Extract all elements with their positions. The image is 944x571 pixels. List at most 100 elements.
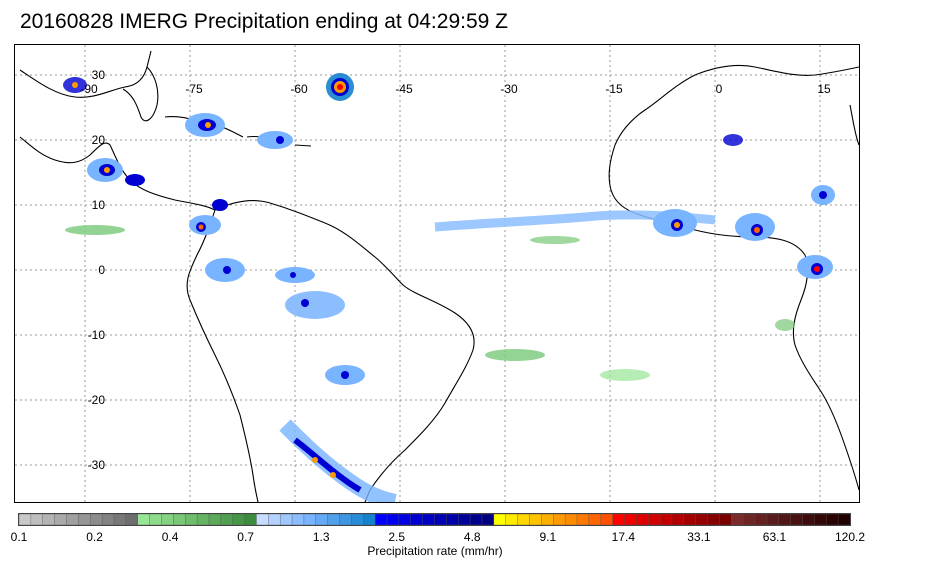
colorbar-tick-label: 2.5 xyxy=(388,530,406,544)
colorbar-swatch xyxy=(612,514,626,525)
colorbar-swatch xyxy=(754,514,768,525)
colorbar-swatches xyxy=(19,514,850,525)
colorbar-swatch xyxy=(683,514,697,525)
colorbar-swatch xyxy=(66,514,80,525)
longitude-label: -75 xyxy=(185,82,203,96)
south-america-coast xyxy=(214,200,475,502)
south-america-west-coast xyxy=(186,209,259,502)
map-canvas: -90 -75 -60 -45 -30 -15 0 15 30 20 10 0 -10 -20 -30 xyxy=(15,45,859,502)
colorbar-swatch xyxy=(161,514,175,525)
colorbar-swatch xyxy=(101,514,115,525)
longitude-label: -60 xyxy=(290,82,308,96)
longitude-label: -90 xyxy=(80,82,98,96)
colorbar-swatch xyxy=(576,514,590,525)
colorbar-swatch xyxy=(493,514,507,525)
longitude-label: 15 xyxy=(817,82,831,96)
colorbar-swatch xyxy=(790,514,804,525)
colorbar-swatch xyxy=(778,514,792,525)
colorbar-tick-label: 0.2 xyxy=(86,530,103,544)
colorbar-swatch xyxy=(695,514,709,525)
colorbar-swatch xyxy=(659,514,673,525)
latitude-label: 30 xyxy=(92,68,106,82)
colorbar-swatch xyxy=(232,514,246,525)
colorbar-swatch xyxy=(422,514,436,525)
colorbar-swatch xyxy=(802,514,816,525)
colorbar-tick-label: 63.1 xyxy=(762,530,787,544)
coordinate-labels: -90 -75 -60 -45 -30 -15 0 15 30 20 10 0 -10 -20 -30 xyxy=(80,68,831,472)
colorbar-swatch xyxy=(837,514,850,525)
colorbar-swatch xyxy=(149,514,163,525)
colorbar-swatch xyxy=(113,514,127,525)
colorbar-swatch xyxy=(446,514,459,525)
colorbar-swatch xyxy=(814,514,827,525)
graticule xyxy=(15,45,859,502)
colorbar-swatch xyxy=(208,514,222,525)
colorbar-tick-label: 17.4 xyxy=(611,530,636,544)
coastlines xyxy=(19,50,859,502)
colorbar-swatch xyxy=(564,514,578,525)
latitude-label: 10 xyxy=(92,198,106,212)
colorbar-tick-label: 33.1 xyxy=(687,530,711,544)
colorbar-swatch xyxy=(742,514,756,525)
colorbar-swatch xyxy=(351,514,364,525)
colorbar-tick-label: 0.4 xyxy=(161,530,179,544)
colorbar-swatch xyxy=(541,514,554,525)
colorbar-swatch xyxy=(363,514,376,525)
colorbar-swatch xyxy=(184,514,198,525)
colorbar-swatch xyxy=(766,514,780,525)
colorbar-swatch xyxy=(125,514,139,525)
colorbar-swatch xyxy=(434,514,448,525)
colorbar-swatch xyxy=(707,514,721,525)
africa-west-coast xyxy=(608,144,859,491)
colorbar-swatch xyxy=(517,514,531,525)
colorbar-swatch xyxy=(90,514,103,525)
colorbar-swatch xyxy=(268,514,281,525)
colorbar-tick-label: 0.7 xyxy=(237,530,254,544)
colorbar-swatch xyxy=(600,514,614,525)
precipitation-features xyxy=(63,73,835,502)
precipitation-map: -90 -75 -60 -45 -30 -15 0 15 30 20 10 0 -10 -20 -30 xyxy=(14,44,860,503)
gulf-coast-mexico xyxy=(19,136,216,211)
colorbar-tick-label: 9.1 xyxy=(539,530,557,544)
colorbar-swatch xyxy=(78,514,91,525)
colorbar-swatch xyxy=(42,514,56,525)
colorbar-tick-label: 1.3 xyxy=(312,530,330,544)
colorbar-title: Precipitation rate (mm/hr) xyxy=(367,544,503,558)
latitude-label: 20 xyxy=(92,133,106,147)
colorbar-swatch xyxy=(137,514,151,525)
colorbar-swatch xyxy=(481,514,495,525)
colorbar-swatch xyxy=(636,514,649,525)
colorbar-swatch xyxy=(30,514,44,525)
colorbar-swatch xyxy=(374,514,388,525)
colorbar-swatch xyxy=(731,514,744,525)
latitude-label: 0 xyxy=(98,263,105,277)
colorbar-swatch xyxy=(196,514,210,525)
africa-coast xyxy=(614,64,859,146)
colorbar-tick-label: 4.8 xyxy=(463,530,481,544)
colorbar-swatch xyxy=(291,514,305,525)
storm-cell xyxy=(337,84,343,90)
longitude-label: -30 xyxy=(500,82,518,96)
latitude-label: -10 xyxy=(88,328,106,342)
colorbar-swatch xyxy=(553,514,566,525)
colorbar-swatch xyxy=(315,514,329,525)
colorbar-swatch xyxy=(279,514,293,525)
colorbar-swatch xyxy=(826,514,839,525)
colorbar-swatch xyxy=(458,514,471,525)
colorbar-swatch xyxy=(256,514,269,525)
colorbar-swatch xyxy=(303,514,317,525)
colorbar-swatch xyxy=(19,514,32,525)
colorbar-swatch xyxy=(398,514,412,525)
colorbar-swatch xyxy=(647,514,661,525)
puerto-rico-coast xyxy=(294,144,312,147)
map-title: 20160828 IMERG Precipitation ending at 0… xyxy=(20,10,508,33)
colorbar-swatch xyxy=(624,514,638,525)
colorbar-swatch xyxy=(410,514,424,525)
latitude-label: -30 xyxy=(88,458,106,472)
colorbar-swatch xyxy=(54,514,68,525)
colorbar-tick-label: 120.2 xyxy=(834,530,866,544)
colorbar-swatch xyxy=(386,514,400,525)
colorbar-swatch xyxy=(469,514,483,525)
colorbar-swatch xyxy=(505,514,519,525)
colorbar-swatch xyxy=(220,514,234,525)
